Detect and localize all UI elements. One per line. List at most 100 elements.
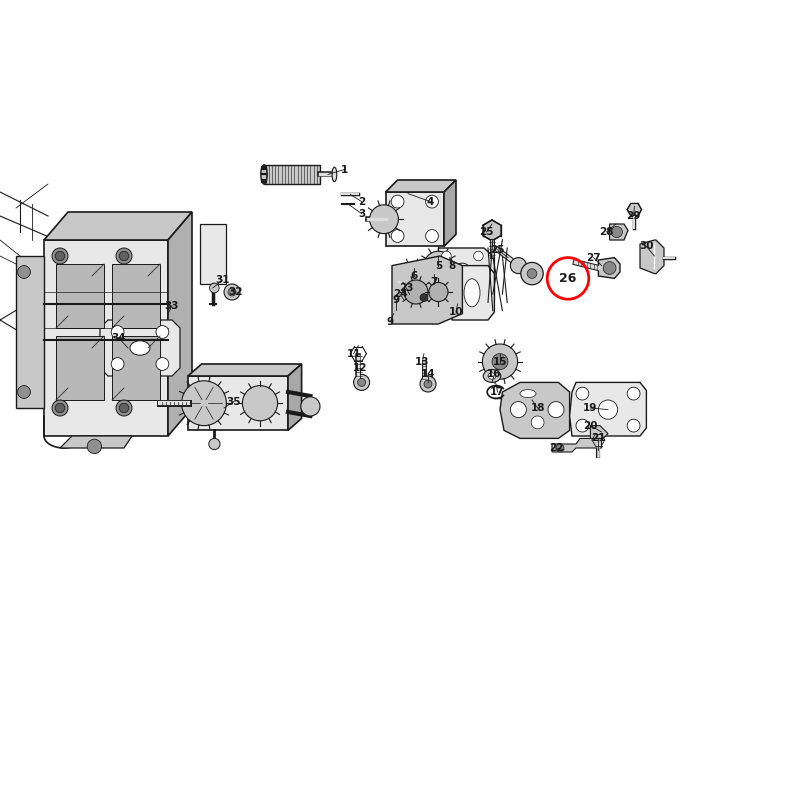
Ellipse shape [464, 278, 480, 306]
Circle shape [391, 195, 404, 208]
Polygon shape [264, 165, 320, 184]
Text: 1: 1 [340, 165, 348, 174]
Circle shape [426, 230, 438, 242]
Circle shape [119, 403, 129, 413]
Polygon shape [100, 320, 180, 376]
Text: 25: 25 [479, 227, 494, 237]
Circle shape [242, 386, 278, 421]
Text: 32: 32 [229, 287, 243, 297]
Polygon shape [168, 212, 192, 436]
Circle shape [426, 195, 438, 208]
Text: 5: 5 [434, 261, 442, 270]
Polygon shape [44, 240, 168, 436]
Text: 20: 20 [583, 421, 598, 430]
Circle shape [399, 263, 425, 289]
Circle shape [627, 387, 640, 400]
Circle shape [556, 444, 564, 452]
Polygon shape [570, 382, 646, 436]
Circle shape [391, 230, 404, 242]
Text: 15: 15 [493, 357, 507, 366]
Text: 3: 3 [358, 209, 366, 218]
Circle shape [370, 205, 398, 234]
Circle shape [429, 282, 448, 302]
Circle shape [531, 416, 544, 429]
Circle shape [510, 258, 526, 274]
Circle shape [424, 380, 432, 388]
Ellipse shape [483, 370, 501, 382]
Polygon shape [452, 266, 494, 320]
Polygon shape [627, 203, 642, 216]
Circle shape [224, 284, 240, 300]
Text: 11: 11 [346, 349, 361, 358]
Circle shape [182, 381, 226, 426]
Polygon shape [56, 264, 104, 328]
Polygon shape [200, 224, 226, 284]
Text: 21: 21 [591, 434, 606, 443]
Circle shape [116, 400, 132, 416]
Text: 12: 12 [353, 363, 367, 373]
Polygon shape [288, 364, 302, 430]
Circle shape [576, 419, 589, 432]
Circle shape [52, 248, 68, 264]
Circle shape [482, 344, 518, 379]
Circle shape [420, 376, 436, 392]
Text: 23: 23 [399, 283, 414, 293]
Polygon shape [386, 192, 444, 246]
Circle shape [527, 269, 537, 278]
Circle shape [111, 326, 124, 338]
Circle shape [301, 397, 320, 416]
Circle shape [548, 402, 564, 418]
Ellipse shape [428, 274, 439, 290]
Text: 19: 19 [583, 403, 598, 413]
Text: 29: 29 [626, 211, 641, 221]
Ellipse shape [332, 167, 337, 182]
Ellipse shape [261, 165, 267, 184]
Circle shape [55, 251, 65, 261]
Ellipse shape [488, 373, 496, 379]
Circle shape [228, 288, 236, 296]
Text: 2: 2 [358, 197, 366, 206]
Circle shape [358, 378, 366, 386]
Circle shape [210, 283, 219, 293]
Polygon shape [590, 426, 608, 442]
Circle shape [598, 400, 618, 419]
Circle shape [156, 326, 169, 338]
Circle shape [156, 358, 169, 370]
Polygon shape [598, 258, 620, 278]
Polygon shape [56, 336, 104, 400]
Circle shape [603, 262, 616, 274]
Circle shape [432, 259, 445, 272]
Text: 27: 27 [586, 253, 601, 262]
Text: 16: 16 [487, 370, 502, 379]
Circle shape [55, 403, 65, 413]
Circle shape [209, 438, 220, 450]
Polygon shape [610, 224, 628, 240]
Circle shape [87, 439, 102, 454]
Text: 30: 30 [639, 242, 654, 251]
Text: 18: 18 [530, 403, 545, 413]
Polygon shape [552, 438, 602, 452]
Circle shape [521, 262, 543, 285]
Text: 7: 7 [430, 277, 438, 286]
Text: 33: 33 [165, 301, 179, 310]
Circle shape [119, 251, 129, 261]
Polygon shape [444, 180, 456, 246]
Circle shape [134, 342, 146, 354]
Text: 8: 8 [448, 261, 456, 270]
Circle shape [442, 251, 451, 261]
Text: 31: 31 [215, 275, 230, 285]
Polygon shape [386, 180, 456, 192]
Polygon shape [44, 212, 192, 240]
Text: 34: 34 [111, 333, 126, 342]
Circle shape [510, 402, 526, 418]
Text: 17: 17 [490, 387, 505, 397]
Text: 25: 25 [490, 245, 505, 254]
Circle shape [627, 419, 640, 432]
Text: 6: 6 [410, 271, 418, 281]
Text: 10: 10 [449, 307, 463, 317]
Polygon shape [500, 382, 570, 438]
Circle shape [111, 358, 124, 370]
Circle shape [442, 295, 451, 305]
Polygon shape [60, 436, 132, 448]
Circle shape [404, 280, 428, 304]
